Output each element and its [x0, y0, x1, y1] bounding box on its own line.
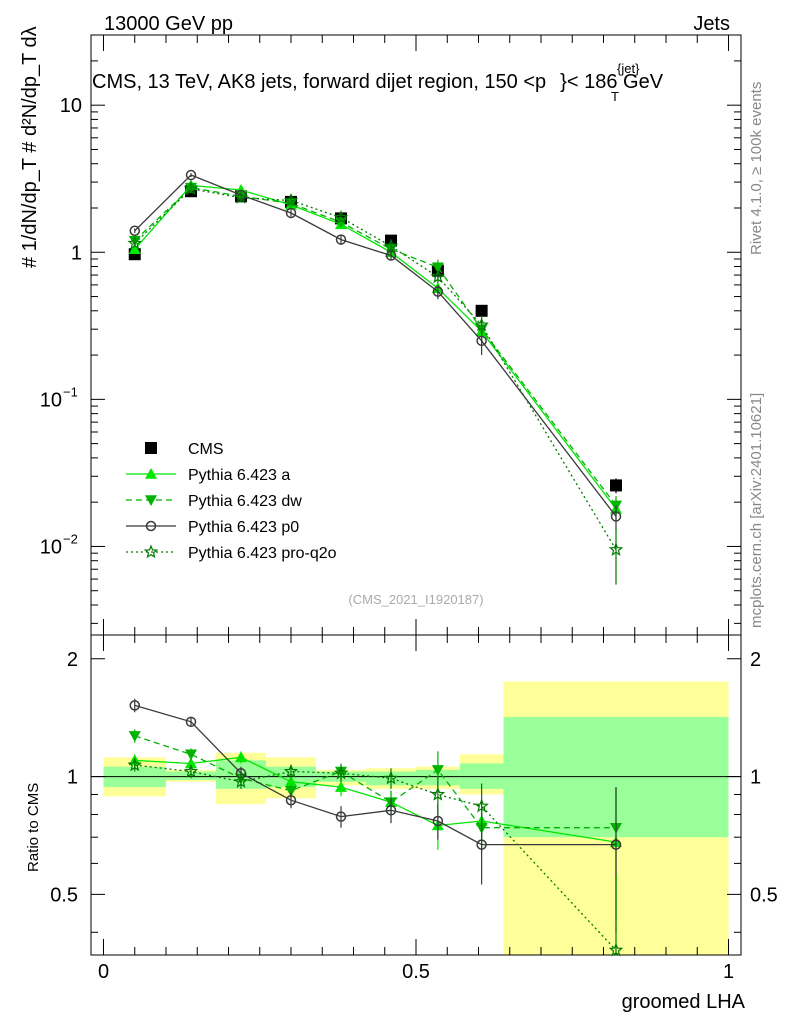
- main-point: [610, 479, 622, 492]
- main-series-4: [127, 181, 624, 585]
- main-point: [185, 169, 197, 181]
- ratio-point: [283, 763, 299, 778]
- ratio-ytick-label-1: 1: [67, 767, 78, 789]
- subtitle: CMS, 13 TeV, AK8 jets, forward dijet reg…: [92, 71, 664, 93]
- header-left: 13000 GeV pp: [104, 13, 233, 35]
- ratio-point: [335, 811, 347, 822]
- ratio-point: [185, 716, 197, 728]
- header-right: Jets: [693, 13, 730, 35]
- ratio-point: [183, 763, 199, 778]
- main-point: [283, 192, 299, 207]
- ratio-point: [285, 785, 297, 797]
- x-axis-label: groomed LHA: [622, 991, 746, 1013]
- ratio-point: [432, 815, 444, 827]
- subtitle-subscript: T: [611, 89, 619, 104]
- ratio-point: [383, 770, 399, 785]
- legend-marker-3: [145, 520, 157, 532]
- xtick-label-0: 0: [98, 961, 109, 983]
- legend-label-2: Pythia 6.423 dw: [188, 493, 302, 510]
- ratio-point: [233, 774, 249, 788]
- ratio-series-3: [127, 757, 624, 957]
- xtick-label-2: 1: [723, 961, 734, 983]
- main-point: [610, 511, 622, 522]
- subtitle-post: }< 186 GeV: [560, 71, 664, 93]
- ratio-ytick-label-2: 2: [67, 649, 78, 671]
- main-point: [431, 262, 444, 274]
- side-label-mcplots: mcplots.cern.ch [arXiv:2401.10621]: [748, 393, 765, 628]
- ratio-point: [430, 786, 446, 801]
- subtitle-superscript: {jet}: [617, 61, 640, 76]
- ratio-y-axis-label: Ratio to CMS: [25, 783, 42, 872]
- legend: CMS Pythia 6.423 a Pythia 6.423 dw Pythia 6…: [126, 441, 337, 562]
- main-series-3: [129, 169, 622, 530]
- main-point: [127, 235, 143, 250]
- main-point: [333, 209, 349, 224]
- ratio-panel: 0 0.5 1 0.5 0.5 1 1 2 2: [50, 634, 778, 983]
- ratio-point: [333, 765, 349, 780]
- ratio-ytick-label-0: 0.5: [50, 884, 78, 906]
- ratio-point: [474, 798, 489, 813]
- ratio-point: [235, 751, 247, 763]
- side-label-rivet: Rivet 4.1.0, ≥ 100k events: [748, 82, 765, 255]
- subtitle-pre: CMS, 13 TeV, AK8 jets, forward dijet reg…: [92, 71, 535, 93]
- main-point: [475, 304, 488, 317]
- legend-marker-2: [145, 495, 157, 506]
- y-axis-label: # 1/dN/dp_T # d²N/dp_T dλ: [19, 26, 41, 268]
- ratio-ytick-label-right-2: 2: [750, 649, 761, 671]
- legend-marker-1: [145, 468, 157, 479]
- main-point: [432, 286, 444, 297]
- ratio-point: [285, 794, 297, 806]
- ratio-point: [608, 942, 624, 957]
- ratio-point: [128, 731, 141, 742]
- main-point: [335, 234, 347, 245]
- main-ytick-label-0: 10: [40, 536, 62, 558]
- main-point: [129, 225, 140, 237]
- main-point: [285, 207, 297, 219]
- xtick-label-1: 0.5: [402, 961, 430, 983]
- legend-marker-0: [145, 442, 157, 454]
- main-ytick-label-3: 10: [60, 95, 82, 117]
- ratio-series-line-1: [134, 735, 616, 829]
- ratio-point: [185, 757, 197, 769]
- main-ytick-label-1: 10: [40, 389, 62, 411]
- main-ytick-exp-1: −1: [63, 384, 78, 399]
- ratio-point: [431, 765, 444, 776]
- legend-marker-4: [143, 544, 159, 559]
- main-point: [233, 190, 249, 204]
- main-point: [128, 243, 141, 254]
- main-point: [183, 181, 199, 196]
- main-point: [385, 250, 397, 261]
- ratio-point: [285, 775, 297, 787]
- main-series-line-1: [134, 184, 617, 510]
- ratio-ytick-label-right-1: 1: [750, 767, 761, 789]
- subtitle-p: p: [535, 71, 546, 93]
- ratio-point: [127, 757, 143, 772]
- ratio-point: [385, 805, 397, 816]
- ratio-point: [335, 781, 347, 792]
- legend-label-0: CMS: [188, 441, 224, 458]
- main-ytick-label-2: 1: [71, 242, 82, 264]
- main-point: [383, 238, 399, 253]
- ratio-ytick-label-right-0: 0.5: [750, 884, 778, 906]
- main-point: [430, 269, 446, 284]
- main-point: [474, 317, 489, 332]
- main-point: [608, 542, 624, 556]
- main-point: [476, 335, 487, 347]
- ratio-point: [129, 700, 140, 711]
- ratio-point: [476, 839, 487, 850]
- legend-label-3: Pythia 6.423 p0: [188, 519, 299, 536]
- legend-label-4: Pythia 6.423 pro-q2o: [188, 545, 337, 562]
- legend-label-1: Pythia 6.423 a: [188, 467, 290, 484]
- watermark: (CMS_2021_I1920187): [348, 592, 483, 607]
- main-ytick-exp-0: −2: [63, 531, 78, 546]
- ratio-point: [610, 839, 622, 850]
- ratio-point: [185, 749, 197, 761]
- main-series-line-3: [134, 174, 617, 517]
